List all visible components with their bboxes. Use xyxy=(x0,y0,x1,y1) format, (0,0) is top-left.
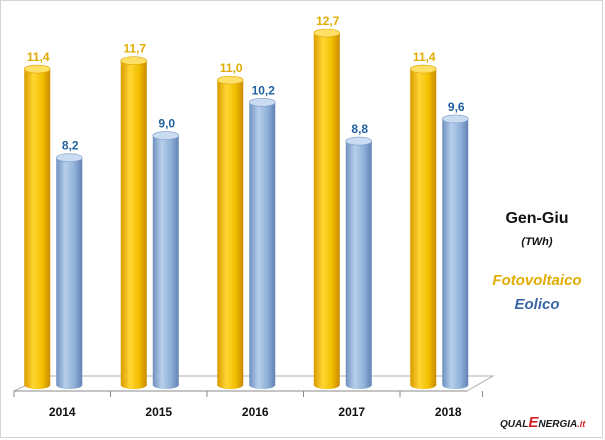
bar-base xyxy=(24,381,51,389)
bar-cap xyxy=(55,153,83,163)
bar-base xyxy=(313,381,340,389)
data-label: 9,6 xyxy=(448,100,465,114)
logo-part-nergia: NERGIA xyxy=(538,419,578,430)
x-axis: 2014 2015 2016 2017 2018 xyxy=(13,390,483,419)
bar-body xyxy=(442,118,469,385)
bar-cap xyxy=(409,64,437,74)
chart-title: Gen-Giu xyxy=(505,210,569,227)
bar-cap xyxy=(152,131,180,140)
bar-eolico-2017 xyxy=(345,136,373,389)
bar-body xyxy=(313,33,340,385)
x-tick-label: 2015 xyxy=(145,405,172,419)
bar-eolico-2014 xyxy=(55,153,83,389)
bar-body xyxy=(56,157,83,385)
data-label: 11,4 xyxy=(413,50,436,64)
bar-eolico-2015 xyxy=(152,131,180,389)
bar-base xyxy=(120,381,147,389)
x-tick-label: 2017 xyxy=(338,405,365,419)
data-label: 11,4 xyxy=(27,50,50,64)
bar-body xyxy=(152,135,179,385)
bar-body xyxy=(24,69,51,385)
bar-fotovoltaico-2014 xyxy=(23,64,51,389)
qualenergia-logo: QUALENERGIA.it xyxy=(500,414,600,434)
x-tick-label: 2018 xyxy=(435,405,462,419)
bar-cap xyxy=(248,97,276,107)
legend-fotovoltaico: Fotovoltaico xyxy=(492,272,582,289)
data-label: 11,0 xyxy=(220,61,243,75)
bar-cap xyxy=(23,64,51,74)
bar-fotovoltaico-2018 xyxy=(409,64,437,389)
bar-base xyxy=(442,381,469,389)
bar-body xyxy=(217,80,244,386)
logo-part-qual: QUAL xyxy=(500,419,529,430)
logo-part-e: E xyxy=(528,414,539,431)
bar-body xyxy=(249,102,276,386)
bar-base xyxy=(56,381,83,389)
bar-fotovoltaico-2016 xyxy=(216,75,244,389)
bar-base xyxy=(217,381,244,389)
bar-cap xyxy=(120,56,148,66)
bar-eolico-2016 xyxy=(248,97,276,389)
bars xyxy=(23,28,469,389)
data-labels: 11,4 8,2 11,7 9,0 11,0 10,2 12,7 8,8 11,4 9,6 xyxy=(27,14,465,153)
bar-fotovoltaico-2015 xyxy=(120,56,148,389)
bar-base xyxy=(410,381,437,389)
bar-eolico-2018 xyxy=(441,114,469,389)
logo-part-it: .it xyxy=(577,419,586,429)
x-tick-label: 2014 xyxy=(49,405,76,419)
bar-cap xyxy=(441,114,469,124)
bar-cap xyxy=(313,28,341,38)
chart-unit: (TWh) xyxy=(521,236,553,248)
data-label: 10,2 xyxy=(252,83,276,97)
bar-body xyxy=(120,60,147,386)
data-label: 8,8 xyxy=(351,122,368,136)
bar-body xyxy=(410,69,437,385)
bar-base xyxy=(345,381,372,389)
x-tick-label: 2016 xyxy=(242,405,269,419)
data-label: 11,7 xyxy=(123,42,146,56)
bar-cap xyxy=(216,75,244,85)
bar-body xyxy=(345,141,372,385)
data-label: 9,0 xyxy=(158,117,175,131)
data-label: 8,2 xyxy=(62,139,79,153)
legend-eolico: Eolico xyxy=(514,296,560,313)
bar-cap xyxy=(345,136,373,146)
bar-fotovoltaico-2017 xyxy=(313,28,341,389)
bar-base xyxy=(249,381,276,389)
data-label: 12,7 xyxy=(316,14,340,28)
bar-base xyxy=(152,381,179,389)
